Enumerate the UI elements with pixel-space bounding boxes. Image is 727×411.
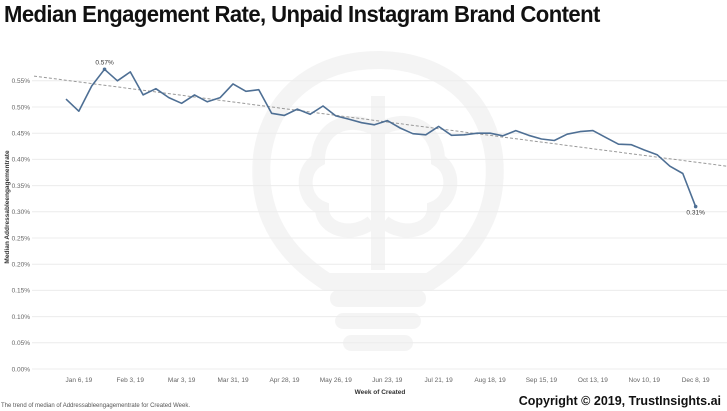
x-tick-label: Feb 3, 19 [117, 377, 145, 384]
y-tick-label: 0.25% [12, 235, 31, 242]
y-tick-label: 0.15% [12, 288, 31, 295]
y-tick-label: 0.50% [12, 104, 31, 111]
x-tick-label: Apr 28, 19 [269, 377, 299, 384]
lightbulb-brain-watermark [252, 50, 504, 351]
y-tick-label: 0.05% [12, 340, 31, 347]
chart-caption: The trend of median of Addressableengage… [1, 403, 191, 409]
y-tick-labels: 0.00% 0.05% 0.10% 0.15% 0.20% 0.25% 0.30% 0.35%… [12, 78, 31, 373]
x-tick-label: Nov 10, 19 [629, 377, 661, 384]
y-tick-label: 0.45% [12, 131, 31, 138]
x-tick-labels: Jan 6, 19 Feb 3, 19 Mar 3, 19 Mar 31, 19 Apr… [65, 377, 709, 384]
y-tick-label: 0.10% [12, 314, 31, 321]
data-label: 0.31% [686, 210, 705, 217]
x-tick-label: Mar 31, 19 [218, 377, 249, 384]
y-axis-title: Median Addressableengagementrate [4, 150, 11, 264]
y-tick-label: 0.20% [12, 262, 31, 269]
chart-title: Median Engagement Rate, Unpaid Instagram… [4, 1, 600, 27]
x-tick-label: Aug 18, 19 [474, 377, 506, 384]
series-line-group [65, 68, 697, 207]
copyright-text: Copyright © 2019, TrustInsights.ai [518, 394, 721, 408]
x-tick-label: Jul 21, 19 [425, 377, 454, 384]
y-tick-label: 0.30% [12, 209, 31, 216]
y-tick-label: 0.00% [12, 366, 31, 373]
x-tick-label: May 26, 19 [320, 377, 353, 384]
x-axis-title: Week of Created [355, 389, 406, 396]
data-label: 0.57% [95, 59, 114, 66]
series-line [65, 68, 697, 207]
x-tick-label: Jun 23, 19 [372, 377, 403, 384]
data-point-marker [693, 204, 698, 209]
x-tick-label: Jan 6, 19 [65, 377, 92, 384]
y-tick-label: 0.35% [12, 183, 31, 190]
data-labels: 0.57% 0.31% [95, 59, 705, 216]
x-tick-label: Dec 8, 19 [682, 377, 710, 384]
x-tick-label: Mar 3, 19 [168, 377, 196, 384]
y-tick-label: 0.40% [12, 157, 31, 164]
y-gridlines [32, 80, 727, 370]
x-tick-label: Oct 13, 19 [578, 377, 608, 384]
data-point-marker [102, 67, 107, 72]
y-tick-label: 0.55% [12, 78, 31, 85]
x-tick-label: Sep 15, 19 [526, 377, 558, 384]
